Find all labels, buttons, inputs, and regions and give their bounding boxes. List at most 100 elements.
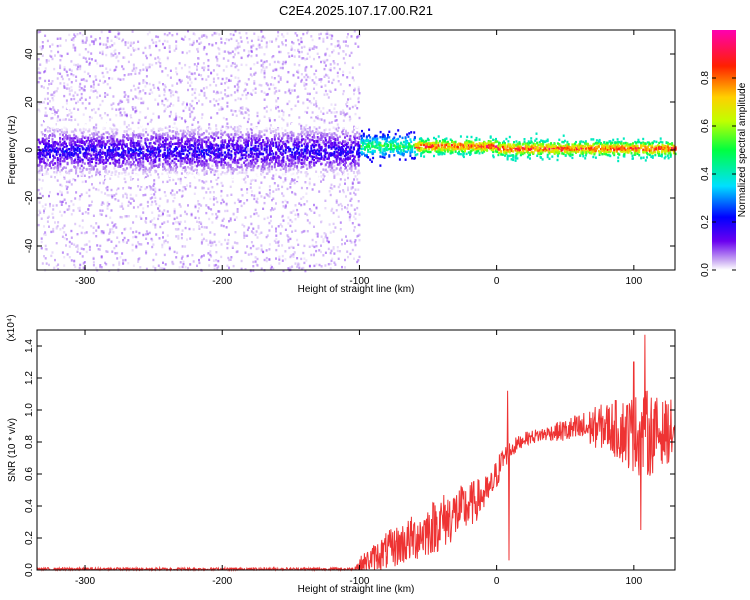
heatmap-cell [226,170,229,174]
heatmap-cell [173,207,176,211]
heatmap-cell [77,155,80,159]
heatmap-cell [294,218,297,221]
heatmap-cell [97,130,100,134]
heatmap-cell [193,192,196,195]
heatmap-cell [187,30,189,33]
heatmap-cell [169,137,172,140]
heatmap-cell [119,107,122,110]
heatmap-cell [44,118,47,122]
heatmap-cell [39,176,42,179]
heatmap-cell [78,88,81,92]
heatmap-cell [70,146,73,150]
heatmap-cell [247,160,250,163]
heatmap-cell [57,163,60,166]
heatmap-cell [208,111,211,114]
heatmap-cell [140,203,143,206]
heatmap-cell [297,38,300,42]
heatmap-cell [154,174,157,177]
heatmap-cell [48,83,50,86]
heatmap-cell [294,137,297,140]
heatmap-cell [197,126,200,130]
heatmap-cell [106,46,109,49]
heatmap-cell [238,123,241,126]
heatmap-cell [135,194,138,197]
heatmap-cell [109,162,112,165]
heatmap-cell [263,187,266,191]
heatmap-cell [73,97,76,101]
heatmap-cell [74,91,77,94]
heatmap-cell [187,139,189,142]
heatmap-cell [151,91,154,94]
heatmap-cell [97,226,100,229]
heatmap-cell [142,81,145,84]
heatmap-cell [63,145,66,149]
heatmap-cell [132,151,135,154]
heatmap-cell [273,87,276,90]
heatmap-cell [271,225,273,228]
heatmap-cell [95,126,98,129]
heatmap-cell [188,50,191,53]
heatmap-cell [262,207,265,210]
heatmap-cell [232,264,235,268]
heatmap-cell [209,157,212,161]
heatmap-cell [155,151,158,154]
heatmap-cell [92,148,95,152]
heatmap-cell [184,120,187,124]
heatmap-cell [300,174,303,178]
heatmap-cell [88,149,91,152]
heatmap-cell [108,77,111,80]
heatmap-cell [114,198,117,201]
heatmap-cell [39,151,42,154]
heatmap-cell [277,148,280,151]
heatmap-cell [74,265,77,269]
heatmap-cell [132,199,135,202]
heatmap-cell [119,215,122,219]
heatmap-cell [275,237,278,241]
heatmap-cell [207,163,210,166]
heatmap-cell [166,220,169,223]
heatmap-cell [246,136,249,139]
heatmap-cell [188,70,191,74]
heatmap-cell [222,179,225,183]
heatmap-cell [184,156,187,159]
heatmap-cell [200,41,203,44]
heatmap-cell [255,161,258,164]
heatmap-cell [114,159,117,163]
heatmap-cell [226,174,229,178]
heatmap-cell [84,180,87,183]
heatmap-cell [124,169,127,172]
heatmap-cell [187,129,189,132]
heatmap-cell [79,263,82,267]
heatmap-cell [281,254,284,258]
heatmap-cell [172,200,175,203]
heatmap-cell [186,122,188,125]
heatmap-cell [184,63,187,67]
heatmap-cell [269,131,272,134]
heatmap-cell [127,200,130,204]
heatmap-cell [79,64,82,68]
heatmap-cell [162,231,164,234]
heatmap-cell [207,252,210,255]
heatmap-cell [218,108,221,111]
heatmap-cell [65,155,67,159]
heatmap-cell [191,110,194,114]
heatmap-cell [163,267,166,271]
heatmap-cell [232,146,235,149]
heatmap-cell [117,152,120,155]
heatmap-cell [212,152,215,155]
heatmap-cell [163,221,166,224]
heatmap-cell [125,215,128,218]
heatmap-cell [122,136,125,139]
heatmap-cell [168,246,171,249]
heatmap-cell [44,70,47,73]
heatmap-cell [138,257,141,260]
heatmap-cell [184,149,187,152]
heatmap-cell [157,176,160,179]
heatmap-cell [216,200,219,204]
heatmap-cell [111,153,114,156]
heatmap-cell [44,257,47,260]
heatmap-cell [137,40,140,43]
heatmap-cell [266,137,269,140]
heatmap-cell [275,257,277,260]
heatmap-cell [68,245,71,248]
